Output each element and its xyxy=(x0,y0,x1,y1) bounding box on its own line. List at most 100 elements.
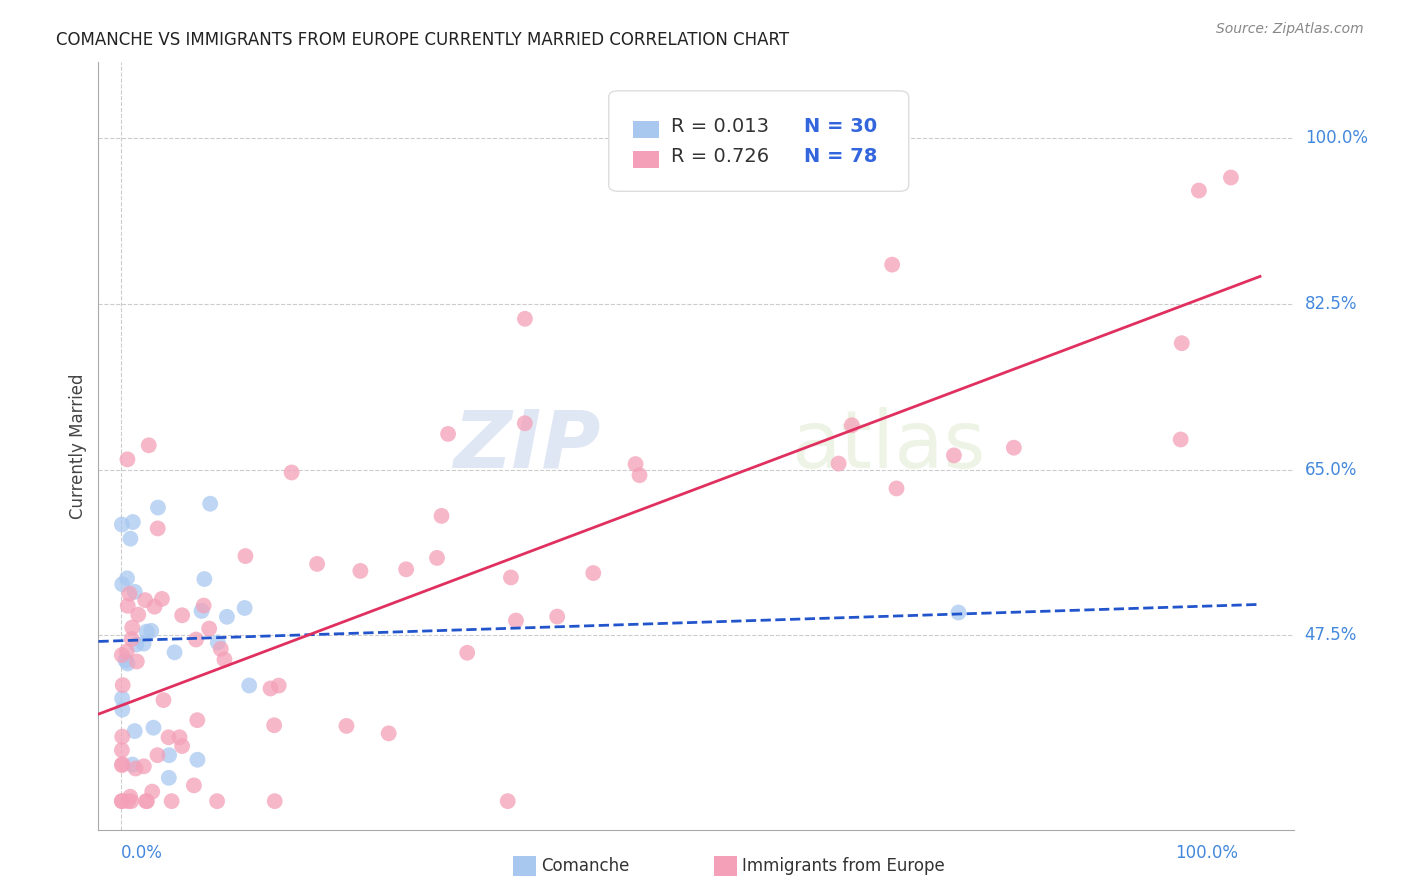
Point xyxy=(1170,336,1192,351)
Point xyxy=(1188,184,1211,198)
Point xyxy=(111,678,134,692)
Point xyxy=(118,587,141,601)
Point xyxy=(437,426,460,441)
Text: R = 0.013: R = 0.013 xyxy=(671,117,769,136)
Point xyxy=(143,599,166,614)
Text: 65.0%: 65.0% xyxy=(1305,460,1357,479)
Point xyxy=(942,449,965,463)
Point xyxy=(235,549,257,563)
Point xyxy=(117,794,139,808)
Point xyxy=(120,532,142,546)
Text: N = 30: N = 30 xyxy=(804,117,877,136)
Point xyxy=(141,784,163,798)
Point xyxy=(335,719,357,733)
Point xyxy=(138,438,160,452)
Point xyxy=(505,614,527,628)
Point xyxy=(121,757,143,772)
Point xyxy=(209,641,232,656)
Point xyxy=(280,466,302,480)
Point xyxy=(307,557,329,571)
FancyBboxPatch shape xyxy=(609,91,908,191)
Point xyxy=(111,702,134,716)
Point xyxy=(499,570,522,584)
Point xyxy=(882,258,904,272)
Point xyxy=(124,762,146,776)
Point xyxy=(146,521,169,535)
Point xyxy=(135,794,157,808)
Point xyxy=(205,794,228,808)
Point xyxy=(513,417,536,431)
Point xyxy=(628,468,651,483)
Point xyxy=(127,607,149,622)
Point xyxy=(207,635,229,649)
Point xyxy=(117,599,139,613)
Point xyxy=(125,638,148,652)
Point xyxy=(183,778,205,792)
Point xyxy=(117,657,139,671)
Text: 82.5%: 82.5% xyxy=(1305,295,1357,313)
Point xyxy=(233,601,256,615)
Point xyxy=(841,418,863,433)
Point xyxy=(395,562,418,576)
Point xyxy=(827,457,849,471)
Point xyxy=(111,794,134,808)
Point xyxy=(426,550,449,565)
Point xyxy=(146,500,169,515)
Point xyxy=(157,771,180,785)
Point xyxy=(135,624,157,639)
Point xyxy=(120,789,142,804)
Text: ZIP: ZIP xyxy=(453,407,600,485)
Point xyxy=(157,748,180,763)
Point xyxy=(152,693,174,707)
Point xyxy=(111,517,134,532)
Point xyxy=(214,652,236,666)
Point xyxy=(121,620,143,634)
Point xyxy=(430,508,453,523)
Point xyxy=(111,758,134,772)
Point xyxy=(111,730,134,744)
Point xyxy=(624,457,647,471)
Point xyxy=(582,566,605,580)
Y-axis label: Currently Married: Currently Married xyxy=(69,373,87,519)
Text: N = 78: N = 78 xyxy=(804,147,877,166)
Point xyxy=(186,753,208,767)
Point xyxy=(121,632,143,646)
Point xyxy=(117,452,139,467)
Text: COMANCHE VS IMMIGRANTS FROM EUROPE CURRENTLY MARRIED CORRELATION CHART: COMANCHE VS IMMIGRANTS FROM EUROPE CURRE… xyxy=(56,31,789,49)
Point xyxy=(134,593,156,607)
Point xyxy=(496,794,519,808)
Point xyxy=(886,482,908,496)
Point xyxy=(184,632,207,647)
Point xyxy=(111,691,134,706)
Point xyxy=(456,646,478,660)
Point xyxy=(150,591,173,606)
Point xyxy=(172,739,194,753)
Point xyxy=(111,648,134,662)
Point xyxy=(136,794,159,808)
Point xyxy=(377,726,399,740)
Text: 100.0%: 100.0% xyxy=(1174,844,1237,862)
Point xyxy=(186,713,208,727)
Text: atlas: atlas xyxy=(792,407,986,485)
Point xyxy=(1002,441,1025,455)
Text: Source: ZipAtlas.com: Source: ZipAtlas.com xyxy=(1216,22,1364,37)
Point xyxy=(142,721,165,735)
Point xyxy=(132,637,155,651)
Point xyxy=(1170,433,1192,447)
FancyBboxPatch shape xyxy=(633,120,659,137)
Point xyxy=(111,743,134,757)
Point xyxy=(215,609,238,624)
Point xyxy=(124,584,146,599)
Point xyxy=(198,497,221,511)
Point xyxy=(115,571,138,585)
Point xyxy=(546,609,568,624)
Point xyxy=(263,794,285,808)
Point xyxy=(190,604,212,618)
Point xyxy=(163,645,186,659)
Point xyxy=(267,679,290,693)
Text: 100.0%: 100.0% xyxy=(1305,129,1368,147)
Point xyxy=(111,577,134,591)
Point xyxy=(263,718,285,732)
Text: 47.5%: 47.5% xyxy=(1305,626,1357,644)
Point xyxy=(1219,170,1241,185)
